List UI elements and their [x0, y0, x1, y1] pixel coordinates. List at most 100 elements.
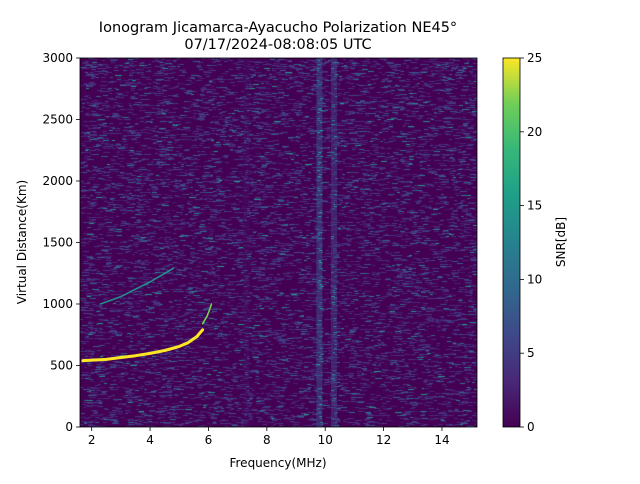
band-speckle — [243, 388, 246, 390]
x-tick-label: 10 — [318, 433, 333, 447]
band-speckle — [316, 180, 320, 182]
band-speckle — [334, 194, 338, 196]
band-speckle — [334, 62, 337, 64]
band-speckle — [317, 60, 321, 62]
band-speckle — [245, 156, 250, 158]
band-speckle — [319, 58, 323, 60]
band-speckle — [319, 418, 322, 420]
x-axis-label: Frequency(MHz) — [229, 456, 326, 470]
band-speckle — [331, 400, 336, 402]
band-speckle — [318, 396, 322, 398]
band-speckle — [333, 84, 336, 86]
band-speckle — [246, 416, 249, 418]
band-speckle — [320, 210, 323, 212]
band-speckle — [333, 206, 338, 208]
band-speckle — [334, 310, 338, 312]
band-speckle — [318, 190, 321, 192]
band-speckle — [244, 164, 248, 166]
band-speckle — [245, 326, 249, 328]
band-speckle — [244, 166, 248, 168]
band-speckle — [245, 86, 249, 88]
band-speckle — [244, 186, 248, 188]
band-speckle — [245, 232, 250, 234]
band-speckle — [332, 202, 335, 204]
band-speckle — [319, 356, 322, 358]
band-speckle — [319, 194, 323, 196]
band-speckle — [244, 396, 248, 398]
noise-texture — [80, 58, 477, 427]
band-speckle — [319, 174, 322, 176]
band-speckle — [333, 230, 338, 232]
band-speckle — [334, 414, 337, 416]
band-speckle — [318, 84, 322, 86]
band-speckle — [317, 216, 322, 218]
band-speckle — [244, 312, 247, 314]
band-speckle — [334, 342, 338, 344]
band-speckle — [245, 302, 248, 304]
band-speckle — [245, 408, 249, 410]
band-speckle — [332, 224, 337, 226]
band-speckle — [244, 168, 247, 170]
band-speckle — [247, 66, 250, 68]
band-speckle — [331, 58, 334, 60]
band-speckle — [333, 402, 336, 404]
band-speckle — [246, 218, 249, 220]
band-speckle — [319, 308, 324, 310]
band-speckle — [331, 208, 335, 210]
band-speckle — [331, 192, 335, 194]
band-speckle — [246, 148, 249, 150]
band-speckle — [244, 204, 249, 206]
band-speckle — [318, 260, 322, 262]
band-speckle — [333, 262, 337, 264]
band-speckle — [319, 424, 324, 426]
band-speckle — [333, 294, 336, 296]
band-speckle — [317, 164, 321, 166]
band-speckle — [317, 352, 321, 354]
band-speckle — [244, 414, 247, 416]
band-speckle — [246, 276, 250, 278]
band-speckle — [331, 106, 336, 108]
band-speckle — [244, 220, 247, 222]
band-speckle — [319, 302, 323, 304]
band-speckle — [331, 214, 334, 216]
band-speckle — [320, 354, 324, 356]
band-speckle — [332, 104, 336, 106]
band-speckle — [316, 154, 321, 156]
band-speckle — [246, 114, 249, 116]
band-speckle — [316, 364, 321, 366]
band-speckle — [244, 420, 249, 422]
y-axis-label: Virtual Distance(Km) — [15, 180, 29, 304]
y-tick-label: 2500 — [42, 113, 73, 127]
band-speckle — [319, 136, 324, 138]
band-speckle — [243, 344, 247, 346]
band-speckle — [246, 170, 249, 172]
band-speckle — [331, 378, 336, 380]
band-speckle — [332, 320, 337, 322]
band-speckle — [246, 366, 251, 368]
band-speckle — [334, 244, 338, 246]
band-speckle — [245, 182, 250, 184]
band-speckle — [331, 296, 335, 298]
band-speckle — [333, 226, 336, 228]
band-speckle — [319, 398, 323, 400]
band-speckle — [319, 148, 323, 150]
band-speckle — [245, 126, 248, 128]
band-speckle — [247, 294, 252, 296]
band-speckle — [331, 376, 335, 378]
interference-bands — [243, 58, 339, 428]
band-speckle — [334, 220, 339, 222]
band-speckle — [316, 188, 321, 190]
band-speckle — [333, 190, 336, 192]
echo-traces — [81, 267, 213, 363]
band-speckle — [243, 142, 247, 144]
band-speckle — [333, 76, 338, 78]
band-speckle — [246, 110, 251, 112]
band-speckle — [317, 222, 321, 224]
colorbar-label: SNR[dB] — [554, 217, 568, 267]
chart-title-line2: 07/17/2024-08:08:05 UTC — [184, 37, 371, 53]
band-speckle — [245, 290, 248, 292]
band-speckle — [331, 120, 336, 122]
band-speckle — [333, 334, 336, 336]
band-speckle — [245, 206, 249, 208]
